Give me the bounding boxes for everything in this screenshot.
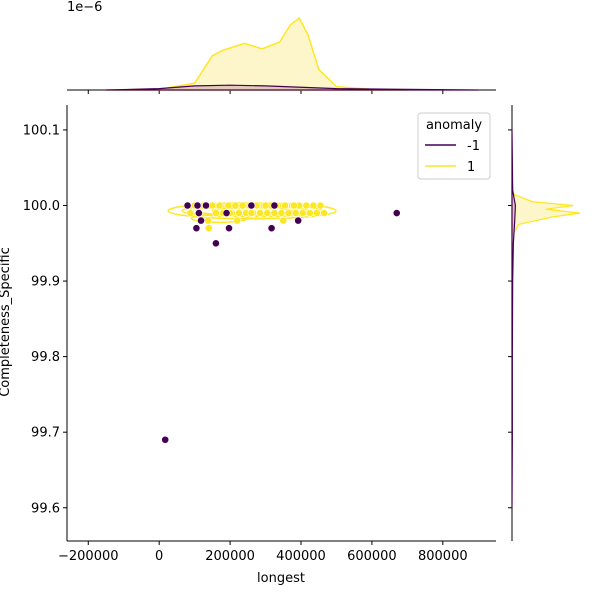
data-point-anomaly-1 [247, 209, 256, 217]
data-point-anomaly-neg1 [247, 201, 256, 210]
data-point-anomaly-1 [238, 201, 247, 210]
data-point-anomaly-1 [309, 201, 318, 210]
data-point-anomaly-1 [298, 209, 307, 217]
data-point-anomaly-1 [215, 201, 224, 210]
data-point-anomaly-neg1 [222, 209, 231, 217]
data-point-anomaly-1 [302, 201, 311, 210]
data-point-anomaly-neg1 [202, 201, 210, 210]
data-point-anomaly-1 [279, 216, 288, 225]
legend: anomaly -1 1 [417, 112, 491, 180]
x-tick-label: −200000 [58, 549, 119, 564]
data-point-anomaly-neg1 [192, 224, 201, 233]
data-point-anomaly-1 [305, 209, 314, 217]
x-tick-label: 200000 [205, 549, 255, 564]
data-point-anomaly-1 [291, 209, 300, 217]
top-marginal-plot [67, 16, 496, 94]
data-point-anomaly-1 [263, 209, 272, 217]
x-tick-label: 400000 [276, 549, 326, 564]
data-point-anomaly-1 [233, 216, 242, 225]
legend-label-neg1: -1 [467, 139, 480, 154]
data-point-anomaly-neg1 [193, 201, 202, 210]
x-tick-label: 0 [155, 549, 163, 564]
y-tick-label: 99.6 [31, 501, 60, 516]
y-axis-label: Completeness_Specific [0, 247, 13, 397]
right-density-anomaly-1 [511, 182, 581, 239]
data-point-anomaly-neg1 [392, 209, 401, 217]
data-point-anomaly-1 [277, 209, 286, 217]
right-density-anomaly-neg1 [511, 129, 517, 508]
data-point-anomaly-1 [284, 209, 293, 217]
data-point-anomaly-neg1 [212, 239, 220, 248]
y-tick-label: 100.1 [23, 123, 60, 138]
top-density-anomaly-1 [105, 16, 408, 91]
top-marginal-offset-label: 1e−6 [67, 0, 102, 15]
data-point-anomaly-neg1 [294, 216, 303, 225]
x-axis-label: longest [257, 571, 305, 586]
data-point-anomaly-1 [212, 209, 220, 217]
data-point-anomaly-neg1 [267, 224, 276, 233]
data-point-anomaly-1 [290, 201, 298, 210]
data-point-anomaly-neg1 [225, 224, 233, 233]
y-tick-label: 100.0 [23, 199, 60, 214]
x-tick-label: 600000 [347, 549, 397, 564]
legend-title: anomaly [426, 118, 482, 133]
data-point-anomaly-1 [281, 201, 289, 210]
legend-label-1: 1 [467, 160, 475, 175]
data-point-anomaly-neg1 [270, 201, 279, 210]
main-scatter-plot: −200000 0 200000 400000 600000 800000 99.6 99.7… [23, 105, 496, 564]
data-point-anomaly-1 [316, 201, 325, 210]
data-point-anomaly-1 [235, 209, 243, 217]
data-point-anomaly-1 [231, 201, 240, 210]
data-point-anomaly-1 [256, 209, 265, 217]
data-point-anomaly-neg1 [183, 201, 192, 210]
data-point-anomaly-1 [186, 209, 195, 217]
data-point-anomaly-neg1 [197, 216, 205, 225]
x-tick-label: 800000 [418, 549, 468, 564]
data-point-anomaly-1 [270, 209, 279, 217]
y-tick-label: 99.9 [31, 275, 60, 290]
data-point-anomaly-1 [204, 224, 213, 233]
data-point-anomaly-1 [224, 201, 233, 210]
data-point-anomaly-1 [320, 209, 328, 217]
data-point-anomaly-1 [261, 201, 270, 210]
top-density-anomaly-neg1 [105, 84, 479, 91]
y-tick-label: 99.8 [31, 350, 60, 365]
data-point-anomaly-1 [204, 216, 213, 225]
data-point-anomaly-neg1 [194, 209, 203, 217]
data-point-anomaly-neg1 [161, 435, 170, 444]
data-point-anomaly-1 [313, 209, 321, 217]
legend-box [417, 112, 491, 180]
y-tick-label: 99.7 [31, 426, 60, 441]
right-marginal-plot [508, 105, 581, 541]
